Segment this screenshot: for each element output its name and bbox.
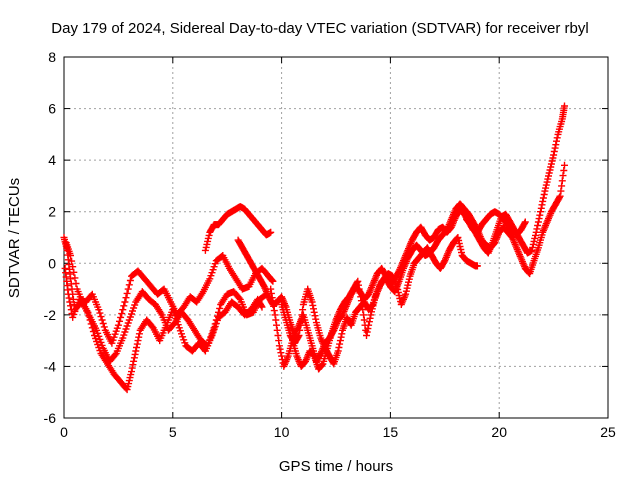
data-point-plus xyxy=(559,172,567,180)
data-point-plus xyxy=(126,277,134,284)
y-tick-label: 4 xyxy=(48,152,56,168)
data-point-plus xyxy=(96,309,104,317)
data-point-plus xyxy=(521,218,529,226)
data-point-plus xyxy=(98,316,106,324)
x-tick-label: 0 xyxy=(60,424,68,440)
y-axis-label: SDTVAR / TECUs xyxy=(6,178,23,298)
data-point-plus xyxy=(299,306,307,314)
data-point-plus xyxy=(65,294,73,302)
data-point-plus xyxy=(310,308,318,316)
data-point-plus xyxy=(365,321,373,329)
data-point-plus xyxy=(99,320,107,327)
y-tick-label: -4 xyxy=(44,358,57,374)
data-point-plus xyxy=(133,344,140,351)
data-point-plus xyxy=(561,161,568,169)
chart-title: Day 179 of 2024, Sidereal Day-to-day VTE… xyxy=(51,20,588,37)
data-point-plus xyxy=(71,274,79,282)
data-point-plus xyxy=(296,326,304,334)
data-point-plus xyxy=(117,313,125,321)
data-point-plus xyxy=(123,289,131,297)
data-point-plus xyxy=(72,280,80,287)
data-point-plus xyxy=(124,285,132,293)
data-point-plus xyxy=(473,262,481,270)
data-point-plus xyxy=(70,268,78,276)
axis-ticks: 0 5 10 15 20 25 -6 -4 -2 0 2 4 6 8 xyxy=(44,49,616,440)
data-point-plus xyxy=(553,134,561,142)
data-point-plus xyxy=(67,302,74,310)
data-marks xyxy=(60,102,568,394)
x-tick-label: 10 xyxy=(274,424,290,440)
y-tick-label: 2 xyxy=(48,204,56,220)
data-point-plus xyxy=(130,357,138,365)
data-point-plus xyxy=(100,323,108,331)
x-tick-label: 25 xyxy=(600,424,616,440)
data-point-plus xyxy=(130,354,138,362)
data-point-plus xyxy=(135,330,143,338)
data-point-plus xyxy=(120,302,128,310)
data-point-plus xyxy=(273,326,281,334)
data-point-plus xyxy=(267,289,275,297)
data-point-plus xyxy=(119,306,127,314)
x-axis-label: GPS time / hours xyxy=(279,458,393,475)
data-point-plus xyxy=(122,294,130,302)
data-point-plus xyxy=(550,148,558,155)
y-tick-label: 0 xyxy=(48,255,56,271)
y-tick-label: -6 xyxy=(44,410,57,426)
data-point-plus xyxy=(258,303,266,311)
data-point-plus xyxy=(537,208,544,216)
data-point-plus xyxy=(95,306,103,314)
data-point-plus xyxy=(213,312,221,320)
data-point-plus xyxy=(121,298,129,306)
data-point-plus xyxy=(97,313,105,321)
x-tick-label: 5 xyxy=(169,424,177,440)
data-point-plus xyxy=(111,351,119,359)
data-point-plus xyxy=(269,277,277,285)
x-tick-label: 20 xyxy=(491,424,507,440)
data-point-plus xyxy=(120,331,128,339)
y-tick-label: -2 xyxy=(44,307,57,323)
data-point-plus xyxy=(336,340,344,348)
data-point-plus xyxy=(534,222,542,229)
data-point-plus xyxy=(212,316,220,324)
data-point-plus xyxy=(69,263,77,271)
data-point-plus xyxy=(125,281,133,289)
x-tick-label: 15 xyxy=(383,424,399,440)
data-point-plus xyxy=(67,275,74,283)
y-tick-label: 6 xyxy=(48,101,56,117)
data-point-plus xyxy=(68,257,76,265)
data-point-plus xyxy=(270,307,278,315)
data-point-plus xyxy=(210,324,218,332)
data-point-plus xyxy=(67,252,74,259)
data-point-plus xyxy=(276,345,284,353)
data-point-plus xyxy=(561,102,568,110)
data-point-plus xyxy=(95,332,103,340)
data-point-plus xyxy=(118,310,126,318)
data-point-plus xyxy=(356,289,364,297)
data-point-plus xyxy=(556,192,564,200)
data-point-plus xyxy=(114,321,122,329)
data-point-plus xyxy=(116,317,123,325)
data-point-plus xyxy=(129,361,137,369)
data-point-plus xyxy=(215,308,222,316)
data-point-plus xyxy=(267,228,275,236)
data-point-plus xyxy=(211,320,219,328)
data-point-plus xyxy=(539,194,547,202)
data-point-plus xyxy=(235,294,243,302)
y-tick-label: 8 xyxy=(48,49,56,65)
data-point-plus xyxy=(206,275,214,283)
data-point-plus xyxy=(216,304,224,312)
